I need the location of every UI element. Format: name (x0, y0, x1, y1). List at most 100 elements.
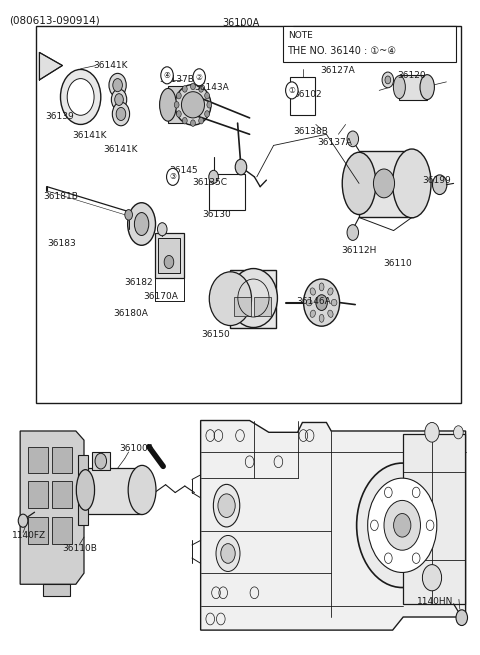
Ellipse shape (209, 272, 252, 326)
Bar (209, 174, 245, 210)
Text: (080613-090914): (080613-090914) (10, 15, 100, 25)
Circle shape (115, 94, 123, 105)
Text: 36182: 36182 (124, 278, 153, 288)
Circle shape (209, 170, 218, 183)
Circle shape (111, 89, 127, 110)
Circle shape (191, 83, 195, 90)
Circle shape (373, 169, 395, 198)
Polygon shape (43, 584, 70, 596)
Text: ④: ④ (164, 71, 170, 80)
Circle shape (177, 92, 181, 99)
Circle shape (125, 210, 132, 220)
Ellipse shape (310, 288, 315, 295)
Ellipse shape (310, 310, 315, 317)
Ellipse shape (134, 212, 149, 235)
Text: ①: ① (288, 86, 295, 95)
Bar (234, 297, 251, 316)
Circle shape (113, 79, 122, 92)
Text: 36110B: 36110B (62, 544, 97, 553)
Circle shape (207, 102, 212, 108)
Ellipse shape (159, 88, 177, 121)
Circle shape (95, 453, 107, 469)
Circle shape (384, 500, 420, 550)
Text: 36127A: 36127A (321, 66, 355, 75)
Bar (290, 77, 315, 115)
Circle shape (316, 295, 327, 310)
Text: 36139: 36139 (46, 112, 74, 121)
Circle shape (357, 463, 448, 588)
Ellipse shape (454, 426, 463, 439)
Ellipse shape (331, 299, 337, 306)
Bar (399, 75, 427, 100)
Circle shape (18, 514, 28, 527)
Circle shape (116, 107, 126, 121)
Circle shape (60, 69, 101, 124)
Ellipse shape (213, 485, 240, 527)
Ellipse shape (420, 75, 434, 100)
Text: 36110: 36110 (383, 259, 412, 269)
Text: 36112H: 36112H (341, 246, 376, 255)
Text: 1140FZ: 1140FZ (12, 531, 46, 540)
Ellipse shape (168, 87, 187, 123)
Circle shape (167, 168, 179, 185)
Bar (254, 297, 271, 316)
Text: 36102: 36102 (293, 90, 322, 100)
Circle shape (221, 544, 235, 563)
Text: 36146A: 36146A (297, 297, 331, 306)
Circle shape (368, 478, 437, 572)
Ellipse shape (175, 84, 211, 125)
Text: 36137A: 36137A (317, 138, 352, 147)
Bar (158, 238, 180, 273)
Circle shape (174, 102, 179, 108)
Ellipse shape (328, 310, 333, 317)
Text: 36183: 36183 (47, 239, 76, 248)
Ellipse shape (319, 283, 324, 291)
Circle shape (235, 159, 247, 175)
Text: 36181B: 36181B (43, 192, 78, 201)
Circle shape (157, 223, 167, 236)
Ellipse shape (306, 299, 312, 306)
Circle shape (432, 175, 447, 195)
Bar (168, 86, 194, 123)
Bar (52, 481, 72, 508)
Bar (36, 26, 461, 403)
Ellipse shape (76, 470, 95, 510)
Text: 36100A: 36100A (222, 18, 260, 28)
Circle shape (199, 117, 204, 124)
Bar (28, 481, 48, 508)
Circle shape (193, 69, 205, 86)
Text: ②: ② (196, 73, 203, 82)
Circle shape (385, 76, 391, 84)
Bar (155, 233, 184, 278)
Text: 36180A: 36180A (113, 309, 148, 318)
Bar (28, 517, 48, 544)
Circle shape (112, 102, 130, 126)
Polygon shape (39, 52, 62, 80)
Circle shape (191, 120, 195, 126)
Ellipse shape (229, 269, 277, 328)
Circle shape (109, 73, 126, 97)
Text: 36138B: 36138B (293, 126, 328, 136)
Ellipse shape (304, 279, 340, 326)
Bar (52, 447, 72, 473)
Text: 36199: 36199 (422, 176, 451, 185)
Polygon shape (201, 421, 466, 630)
Circle shape (199, 86, 204, 92)
Text: 36135C: 36135C (192, 178, 227, 187)
Text: 36130: 36130 (203, 210, 231, 219)
Ellipse shape (216, 536, 240, 571)
Text: 36141K: 36141K (72, 131, 107, 140)
Text: NOTE: NOTE (288, 31, 313, 41)
Bar (28, 447, 48, 473)
Text: 36141K: 36141K (94, 61, 128, 70)
Text: ③: ③ (169, 172, 176, 181)
Ellipse shape (393, 149, 431, 217)
Bar (85, 468, 142, 514)
Ellipse shape (425, 422, 439, 442)
Circle shape (456, 610, 468, 626)
Circle shape (347, 225, 359, 240)
Circle shape (382, 72, 394, 88)
Bar (52, 517, 72, 544)
Circle shape (286, 82, 298, 99)
Circle shape (161, 67, 173, 84)
